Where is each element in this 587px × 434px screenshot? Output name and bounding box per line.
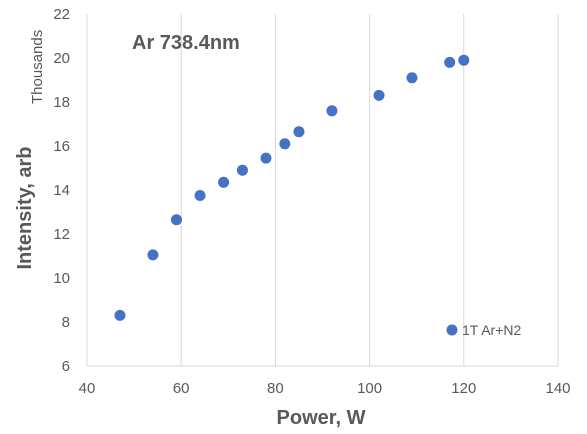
y-tick-label: 20	[53, 50, 70, 67]
data-point	[293, 126, 305, 138]
data-point	[458, 54, 470, 66]
x-tick-labels: 40 60 80 100 120 140	[79, 380, 571, 397]
data-points	[114, 54, 470, 321]
y-tick-labels: 6 8 10 12 14 16 18 20 22	[53, 6, 70, 375]
y-axis-title: Intensity, arb	[14, 147, 36, 270]
y-tick-label: 6	[62, 358, 70, 375]
data-point	[326, 105, 338, 117]
x-tick-label: 80	[267, 380, 284, 397]
chart-title: Ar 738.4nm	[132, 32, 240, 54]
data-point	[170, 214, 182, 226]
y-tick-label: 14	[53, 182, 70, 199]
gridlines	[86, 14, 559, 367]
x-tick-label: 100	[357, 380, 382, 397]
y-tick-label: 10	[53, 270, 70, 287]
data-point	[373, 89, 385, 101]
y-tick-label: 18	[53, 94, 70, 111]
x-axis-title: Power, W	[277, 407, 366, 429]
y-tick-label: 16	[53, 138, 70, 155]
data-point	[147, 249, 159, 261]
x-tick-label: 140	[545, 380, 570, 397]
y-tick-label: 8	[62, 314, 70, 331]
legend-label: 1T Ar+N2	[462, 322, 521, 338]
data-point	[218, 176, 230, 188]
y-tick-label: 22	[53, 6, 70, 23]
data-point	[114, 309, 126, 321]
data-point	[260, 152, 272, 164]
data-point	[194, 190, 206, 201]
data-point	[406, 72, 418, 84]
data-point	[444, 56, 456, 68]
legend-marker	[446, 324, 458, 336]
y-units-label: Thousands	[29, 30, 46, 104]
x-tick-label: 120	[451, 380, 476, 397]
y-tick-label: 12	[53, 226, 70, 243]
legend: 1T Ar+N2	[446, 322, 521, 338]
x-tick-label: 40	[79, 380, 96, 397]
x-tick-label: 60	[173, 380, 190, 397]
data-point	[236, 164, 248, 176]
data-point	[279, 138, 291, 150]
